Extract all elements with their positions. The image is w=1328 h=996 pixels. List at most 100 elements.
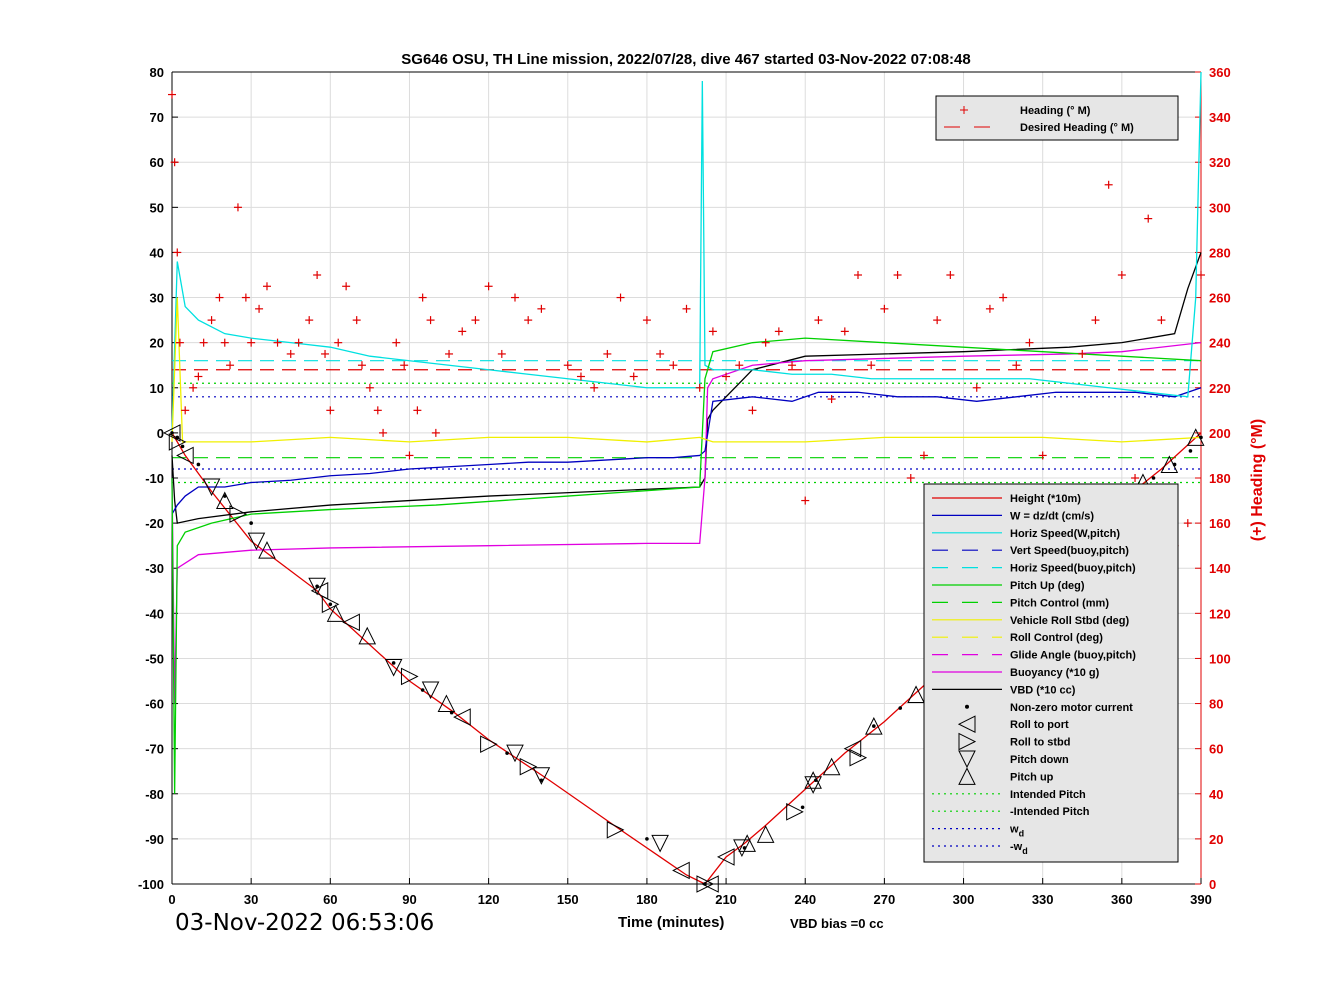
heading-point [294,338,303,347]
heading-point [247,338,256,347]
heading-point [226,361,235,370]
heading-point [1038,451,1047,460]
legend-label: Horiz Speed(buoy,pitch) [1010,563,1136,575]
marker-pitch-up [215,491,234,510]
marker-motor [539,778,544,783]
heading-point [827,395,836,404]
heading-point [656,349,665,358]
vbd-bias-label: VBD bias =0 cc [790,916,884,931]
marker-roll-port [701,875,719,893]
y-right-tick-label: 200 [1209,426,1231,441]
marker-pitch-down [532,767,551,785]
legend-swatch [958,732,977,751]
series-group [171,71,1202,885]
y-right-tick-label: 120 [1209,606,1231,621]
marker-motor [1151,476,1156,480]
y-tick-label: 70 [150,110,164,125]
heading-point [735,361,744,370]
heading-point [199,338,208,347]
y-right-tick-label: 0 [1209,877,1216,892]
x-tick-label: 150 [557,892,579,907]
heading-point [1091,316,1100,325]
marker-motor [872,724,876,728]
heading-point [629,372,638,381]
heading-point [563,361,572,370]
heading-point [761,338,770,347]
marker-motor [449,710,454,715]
marker-roll-stbd [606,821,625,839]
marker-roll-port [162,424,181,442]
marker-roll-port [310,581,329,600]
y-tick-label: 0 [157,426,164,441]
heading-point [373,406,382,415]
heading-point [774,327,783,336]
marker-motor [703,882,707,886]
series-line [171,297,1202,443]
heading-point [801,496,810,505]
heading-point [537,304,546,313]
heading-point [392,338,401,347]
heading-point [215,293,224,302]
y-tick-label: -10 [145,471,164,486]
marker-roll-port [716,848,735,866]
marker-motor [391,661,396,665]
heading-point [511,293,519,302]
y-tick-label: -80 [145,787,164,802]
marker-motor [1172,462,1177,467]
marker-roll-stbd [229,505,248,523]
legend-label: -Intended Pitch [1010,806,1090,818]
heading-point [682,304,691,313]
legend-label: Buoyancy (*10 g) [1010,667,1100,679]
y-right-tick-label: 260 [1209,291,1231,306]
heading-point [181,406,190,415]
heading-point [840,327,849,336]
heading-point [524,316,533,325]
legend-main: Height (*10m) W = dz/dt (cm/s) Horiz Speed… [923,483,1179,863]
y-tick-label: -40 [145,606,164,621]
y-right-axis-label: (+) Heading (°M) [1249,419,1266,541]
x-tick-label: 30 [244,892,258,907]
heading-point [999,293,1008,302]
marker-pitch-down [384,658,403,677]
y-right-tick-label: 160 [1209,516,1231,531]
marker-pitch-down [733,839,751,858]
heading-point [458,327,467,336]
marker-pitch-down [651,834,669,853]
marker-roll-stbd [400,667,419,686]
marker-roll-stbd [849,748,868,767]
y-tick-label: -20 [145,516,164,531]
heading-point [814,316,823,325]
heading-point [207,316,216,325]
heading-point [321,349,330,358]
heading-point [357,361,366,370]
heading-point [919,451,928,460]
y-right-tick-label: 320 [1209,155,1231,170]
heading-point [1078,349,1087,358]
marker-motor [175,435,180,440]
marker-motor [1199,435,1203,440]
marker-motor [180,444,185,449]
heading-point [175,338,184,347]
marker-pitch-up [804,771,822,789]
x-tick-label: 120 [478,892,500,907]
heading-point [189,383,198,392]
series-line [171,337,1202,794]
marker-pitch-up [437,694,456,713]
heading-point [946,271,955,279]
heading-point [906,474,915,482]
x-tick-label: 180 [636,892,658,907]
heading-point [400,361,409,370]
heading-point [255,304,264,313]
y-tick-label: 50 [150,200,164,215]
legend-label: Vert Speed(buoy,pitch) [1010,545,1129,557]
y-tick-label: 20 [150,336,164,351]
heading-point [854,271,862,279]
heading-point [405,451,414,460]
heading-point [352,316,361,325]
y-right-tick-label: 40 [1209,787,1223,802]
y-right-tick-label: 80 [1209,697,1223,712]
heading-point [590,383,599,392]
heading-point [985,304,994,313]
marker-pitch-up [326,604,345,622]
marker-roll-port [843,739,862,758]
